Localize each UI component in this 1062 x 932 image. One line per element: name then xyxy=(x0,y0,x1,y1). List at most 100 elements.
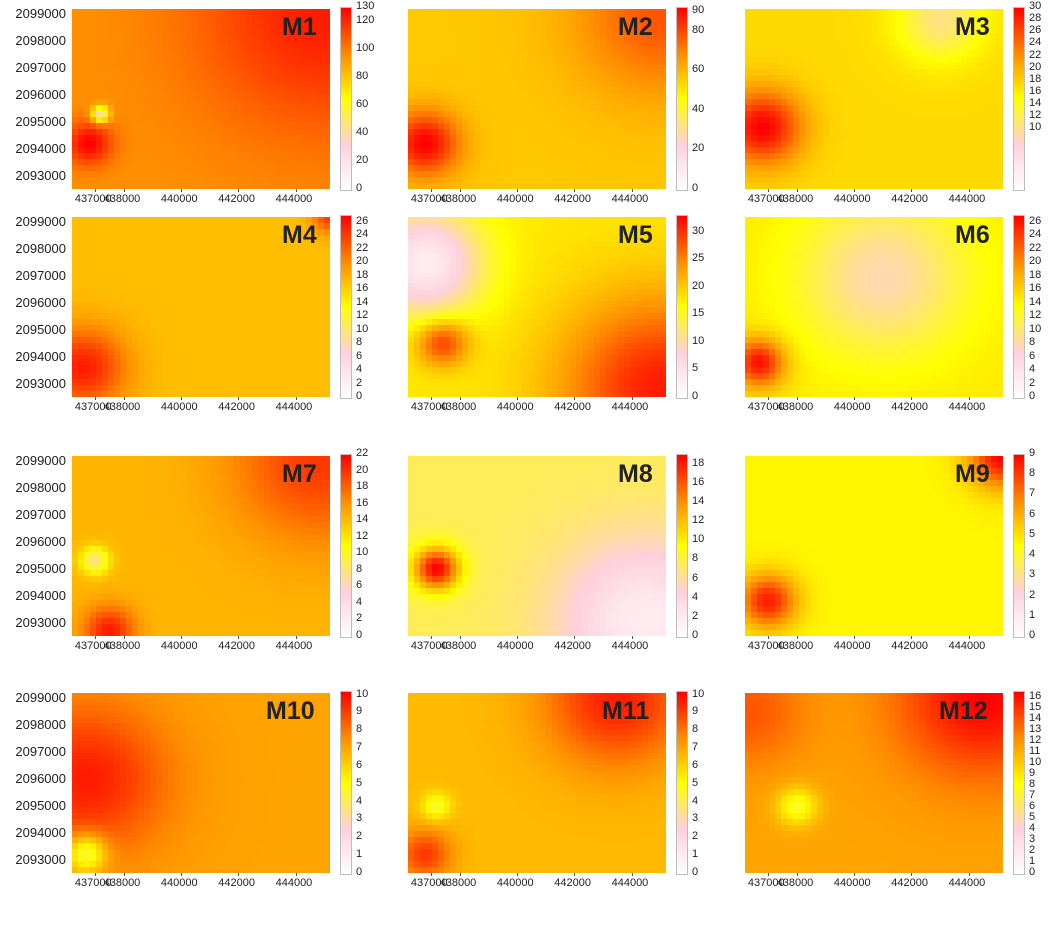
heat-cell xyxy=(96,361,103,368)
heat-cell xyxy=(817,171,824,178)
heat-cell xyxy=(871,99,878,106)
heat-cell xyxy=(84,307,91,314)
heat-cell xyxy=(883,63,890,70)
heat-cell xyxy=(90,183,97,189)
heat-cell xyxy=(745,171,752,178)
heat-cell xyxy=(450,27,457,34)
heat-cell xyxy=(895,93,902,100)
heat-cell xyxy=(630,69,637,76)
heat-cell xyxy=(300,147,307,154)
heat-cell xyxy=(925,111,932,118)
heat-cell xyxy=(450,57,457,64)
heat-cell xyxy=(901,57,908,64)
heat-cell xyxy=(853,75,860,82)
heat-cell xyxy=(252,105,259,112)
heat-cell xyxy=(102,259,109,266)
heat-cell xyxy=(246,153,253,160)
heat-cell xyxy=(318,117,325,124)
heat-cell xyxy=(979,165,986,172)
heat-cell xyxy=(534,147,541,154)
heat-cell xyxy=(624,9,631,16)
heat-cell xyxy=(588,87,595,94)
heat-cell xyxy=(805,9,812,16)
heat-cell xyxy=(306,33,313,40)
heat-cell xyxy=(931,183,938,189)
heat-cell xyxy=(228,265,235,272)
heat-cell xyxy=(859,69,866,76)
heat-cell xyxy=(823,147,830,154)
heat-cell xyxy=(78,165,85,172)
heat-cell xyxy=(624,45,631,52)
heat-cell xyxy=(210,57,217,64)
heat-cell xyxy=(636,57,643,64)
heat-cell xyxy=(102,295,109,302)
heat-cell xyxy=(186,177,193,184)
heat-cell xyxy=(306,355,313,362)
heat-cell xyxy=(126,265,133,272)
heat-cell xyxy=(276,277,283,284)
heat-cell xyxy=(294,147,301,154)
heat-cell xyxy=(144,361,151,368)
heat-cell xyxy=(901,93,908,100)
heat-cell xyxy=(961,129,968,136)
heat-cell xyxy=(192,75,199,82)
heat-cell xyxy=(859,33,866,40)
heat-cell xyxy=(90,105,97,112)
heat-cell xyxy=(408,123,415,130)
heat-cell xyxy=(895,87,902,94)
heat-cell xyxy=(450,33,457,40)
heat-cell xyxy=(612,27,619,34)
heat-cell xyxy=(618,177,625,184)
heat-cell xyxy=(486,135,493,142)
heat-cell xyxy=(480,135,487,142)
heat-cell xyxy=(258,39,265,46)
heat-cell xyxy=(84,27,91,34)
heat-cell xyxy=(558,99,565,106)
heat-cell xyxy=(817,99,824,106)
heat-cell xyxy=(474,159,481,166)
heat-cell xyxy=(288,141,295,148)
heat-cell xyxy=(624,135,631,142)
heat-cell xyxy=(570,183,577,189)
heat-cell xyxy=(504,63,511,70)
heat-cell xyxy=(198,229,205,236)
heat-cell xyxy=(144,331,151,338)
heat-cell xyxy=(252,313,259,320)
heat-cell xyxy=(174,361,181,368)
heat-cell xyxy=(222,355,229,362)
colorbar-tick-label: 18 xyxy=(1029,72,1042,85)
heat-cell xyxy=(324,159,330,166)
heat-cell xyxy=(775,57,782,64)
heat-cell xyxy=(126,183,133,189)
x-tick-label: 444000 xyxy=(611,193,649,205)
heat-cell xyxy=(889,69,896,76)
heat-cell xyxy=(192,15,199,22)
heat-cell xyxy=(180,247,187,254)
heat-cell xyxy=(835,177,842,184)
heat-cell xyxy=(108,171,115,178)
heat-cell xyxy=(835,153,842,160)
heat-cell xyxy=(883,183,890,189)
heat-cell xyxy=(264,283,271,290)
heat-cell xyxy=(805,99,812,106)
heat-cell xyxy=(132,75,139,82)
heat-cell xyxy=(871,39,878,46)
heat-cell xyxy=(558,27,565,34)
heat-cell xyxy=(276,165,283,172)
heat-cell xyxy=(835,123,842,130)
heat-cell xyxy=(943,105,950,112)
heat-cell xyxy=(823,81,830,88)
heat-cell xyxy=(444,51,451,58)
heat-cell xyxy=(150,235,157,242)
heat-cell xyxy=(240,129,247,136)
heat-cell xyxy=(648,75,655,82)
heatmap-m2 xyxy=(408,9,666,189)
heat-cell xyxy=(570,123,577,130)
heat-cell xyxy=(745,129,752,136)
heat-cell xyxy=(240,289,247,296)
heat-cell xyxy=(865,147,872,154)
heat-cell xyxy=(120,165,127,172)
heat-cell xyxy=(216,349,223,356)
heat-cell xyxy=(126,129,133,136)
heat-cell xyxy=(937,39,944,46)
